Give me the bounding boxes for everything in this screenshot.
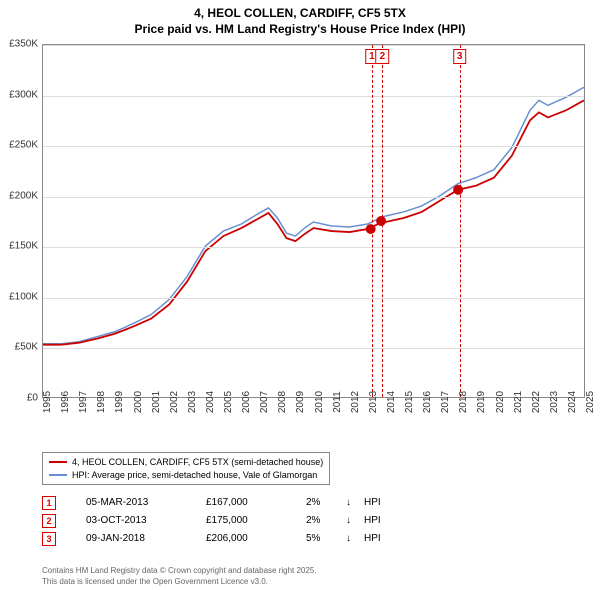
- footer-line1: Contains HM Land Registry data © Crown c…: [42, 566, 317, 576]
- x-tick-label: 2024: [567, 391, 578, 413]
- x-tick-label: 2019: [476, 391, 487, 413]
- event-row: 2 03-OCT-2013£175,0002%↓HPI: [42, 512, 381, 530]
- x-tick-label: 2016: [422, 391, 433, 413]
- y-tick-label: £200K: [0, 190, 38, 201]
- grid-line: [43, 96, 584, 97]
- x-tick-label: 1995: [42, 391, 53, 413]
- x-axis: 1995199619971998199920002001200220032004…: [42, 398, 585, 458]
- x-tick-label: 1998: [96, 391, 107, 413]
- x-tick-label: 2021: [513, 391, 524, 413]
- x-tick-label: 2011: [332, 391, 343, 413]
- x-tick-label: 2017: [440, 391, 451, 413]
- chart-svg: [43, 45, 584, 397]
- grid-line: [43, 146, 584, 147]
- event-number: 2: [42, 514, 56, 528]
- event-date: 05-MAR-2013: [86, 494, 206, 512]
- x-tick-label: 2014: [386, 391, 397, 413]
- legend-swatch: [49, 461, 67, 463]
- y-tick-label: £0: [0, 393, 38, 404]
- x-tick-label: 2007: [259, 391, 270, 413]
- x-tick-label: 2022: [531, 391, 542, 413]
- event-pct: 2%: [306, 512, 346, 530]
- legend-swatch: [49, 474, 67, 476]
- event-pct: 5%: [306, 530, 346, 548]
- event-date: 09-JAN-2018: [86, 530, 206, 548]
- annotation-label: 2: [376, 49, 390, 64]
- legend-item: HPI: Average price, semi-detached house,…: [49, 469, 323, 482]
- event-row: 3 09-JAN-2018£206,0005%↓HPI: [42, 530, 381, 548]
- legend-label: HPI: Average price, semi-detached house,…: [72, 469, 317, 482]
- event-row: 1 05-MAR-2013£167,0002%↓HPI: [42, 494, 381, 512]
- y-tick-label: £150K: [0, 241, 38, 252]
- x-tick-label: 1999: [114, 391, 125, 413]
- event-hpi: HPI: [364, 512, 381, 530]
- grid-line: [43, 298, 584, 299]
- x-tick-label: 2000: [133, 391, 144, 413]
- chart-plot-area: 123: [42, 44, 585, 398]
- y-tick-label: £50K: [0, 342, 38, 353]
- annotation-line: [382, 45, 383, 397]
- x-tick-label: 2005: [223, 391, 234, 413]
- data-marker: [453, 185, 463, 195]
- x-tick-label: 2002: [169, 391, 180, 413]
- title-line1: 4, HEOL COLLEN, CARDIFF, CF5 5TX: [0, 6, 600, 22]
- data-marker: [366, 224, 376, 234]
- event-pct: 2%: [306, 494, 346, 512]
- legend-label: 4, HEOL COLLEN, CARDIFF, CF5 5TX (semi-d…: [72, 456, 323, 469]
- x-tick-label: 1997: [78, 391, 89, 413]
- x-tick-label: 2013: [368, 391, 379, 413]
- event-price: £175,000: [206, 512, 306, 530]
- x-tick-label: 2025: [585, 391, 596, 413]
- event-price: £167,000: [206, 494, 306, 512]
- annotation-line: [460, 45, 461, 397]
- x-tick-label: 2015: [404, 391, 415, 413]
- footer: Contains HM Land Registry data © Crown c…: [42, 566, 317, 587]
- y-tick-label: £300K: [0, 89, 38, 100]
- legend: 4, HEOL COLLEN, CARDIFF, CF5 5TX (semi-d…: [42, 452, 330, 485]
- x-tick-label: 2010: [314, 391, 325, 413]
- grid-line: [43, 197, 584, 198]
- event-price: £206,000: [206, 530, 306, 548]
- title-line2: Price paid vs. HM Land Registry's House …: [0, 22, 600, 38]
- y-tick-label: £250K: [0, 140, 38, 151]
- series-line: [43, 87, 584, 343]
- x-tick-label: 2023: [549, 391, 560, 413]
- footer-line2: This data is licensed under the Open Gov…: [42, 577, 317, 587]
- grid-line: [43, 247, 584, 248]
- x-tick-label: 2018: [458, 391, 469, 413]
- legend-item: 4, HEOL COLLEN, CARDIFF, CF5 5TX (semi-d…: [49, 456, 323, 469]
- y-axis: £0£50K£100K£150K£200K£250K£300K£350K: [0, 44, 42, 398]
- event-table: 105-MAR-2013£167,0002%↓HPI203-OCT-2013£1…: [42, 494, 381, 548]
- event-date: 03-OCT-2013: [86, 512, 206, 530]
- x-tick-label: 2003: [187, 391, 198, 413]
- data-marker: [376, 216, 386, 226]
- event-number: 3: [42, 532, 56, 546]
- annotation-label: 3: [453, 49, 467, 64]
- x-tick-label: 2004: [205, 391, 216, 413]
- down-arrow-icon: ↓: [346, 494, 364, 512]
- grid-line: [43, 45, 584, 46]
- x-tick-label: 2009: [295, 391, 306, 413]
- title-block: 4, HEOL COLLEN, CARDIFF, CF5 5TX Price p…: [0, 0, 600, 41]
- x-tick-label: 2008: [277, 391, 288, 413]
- event-hpi: HPI: [364, 494, 381, 512]
- event-number: 1: [42, 496, 56, 510]
- grid-line: [43, 348, 584, 349]
- down-arrow-icon: ↓: [346, 512, 364, 530]
- x-tick-label: 2020: [495, 391, 506, 413]
- x-tick-label: 2012: [350, 391, 361, 413]
- y-tick-label: £100K: [0, 291, 38, 302]
- chart-container: 4, HEOL COLLEN, CARDIFF, CF5 5TX Price p…: [0, 0, 600, 590]
- annotation-line: [372, 45, 373, 397]
- event-hpi: HPI: [364, 530, 381, 548]
- x-tick-label: 2006: [241, 391, 252, 413]
- x-tick-label: 2001: [151, 391, 162, 413]
- y-tick-label: £350K: [0, 39, 38, 50]
- x-tick-label: 1996: [60, 391, 71, 413]
- down-arrow-icon: ↓: [346, 530, 364, 548]
